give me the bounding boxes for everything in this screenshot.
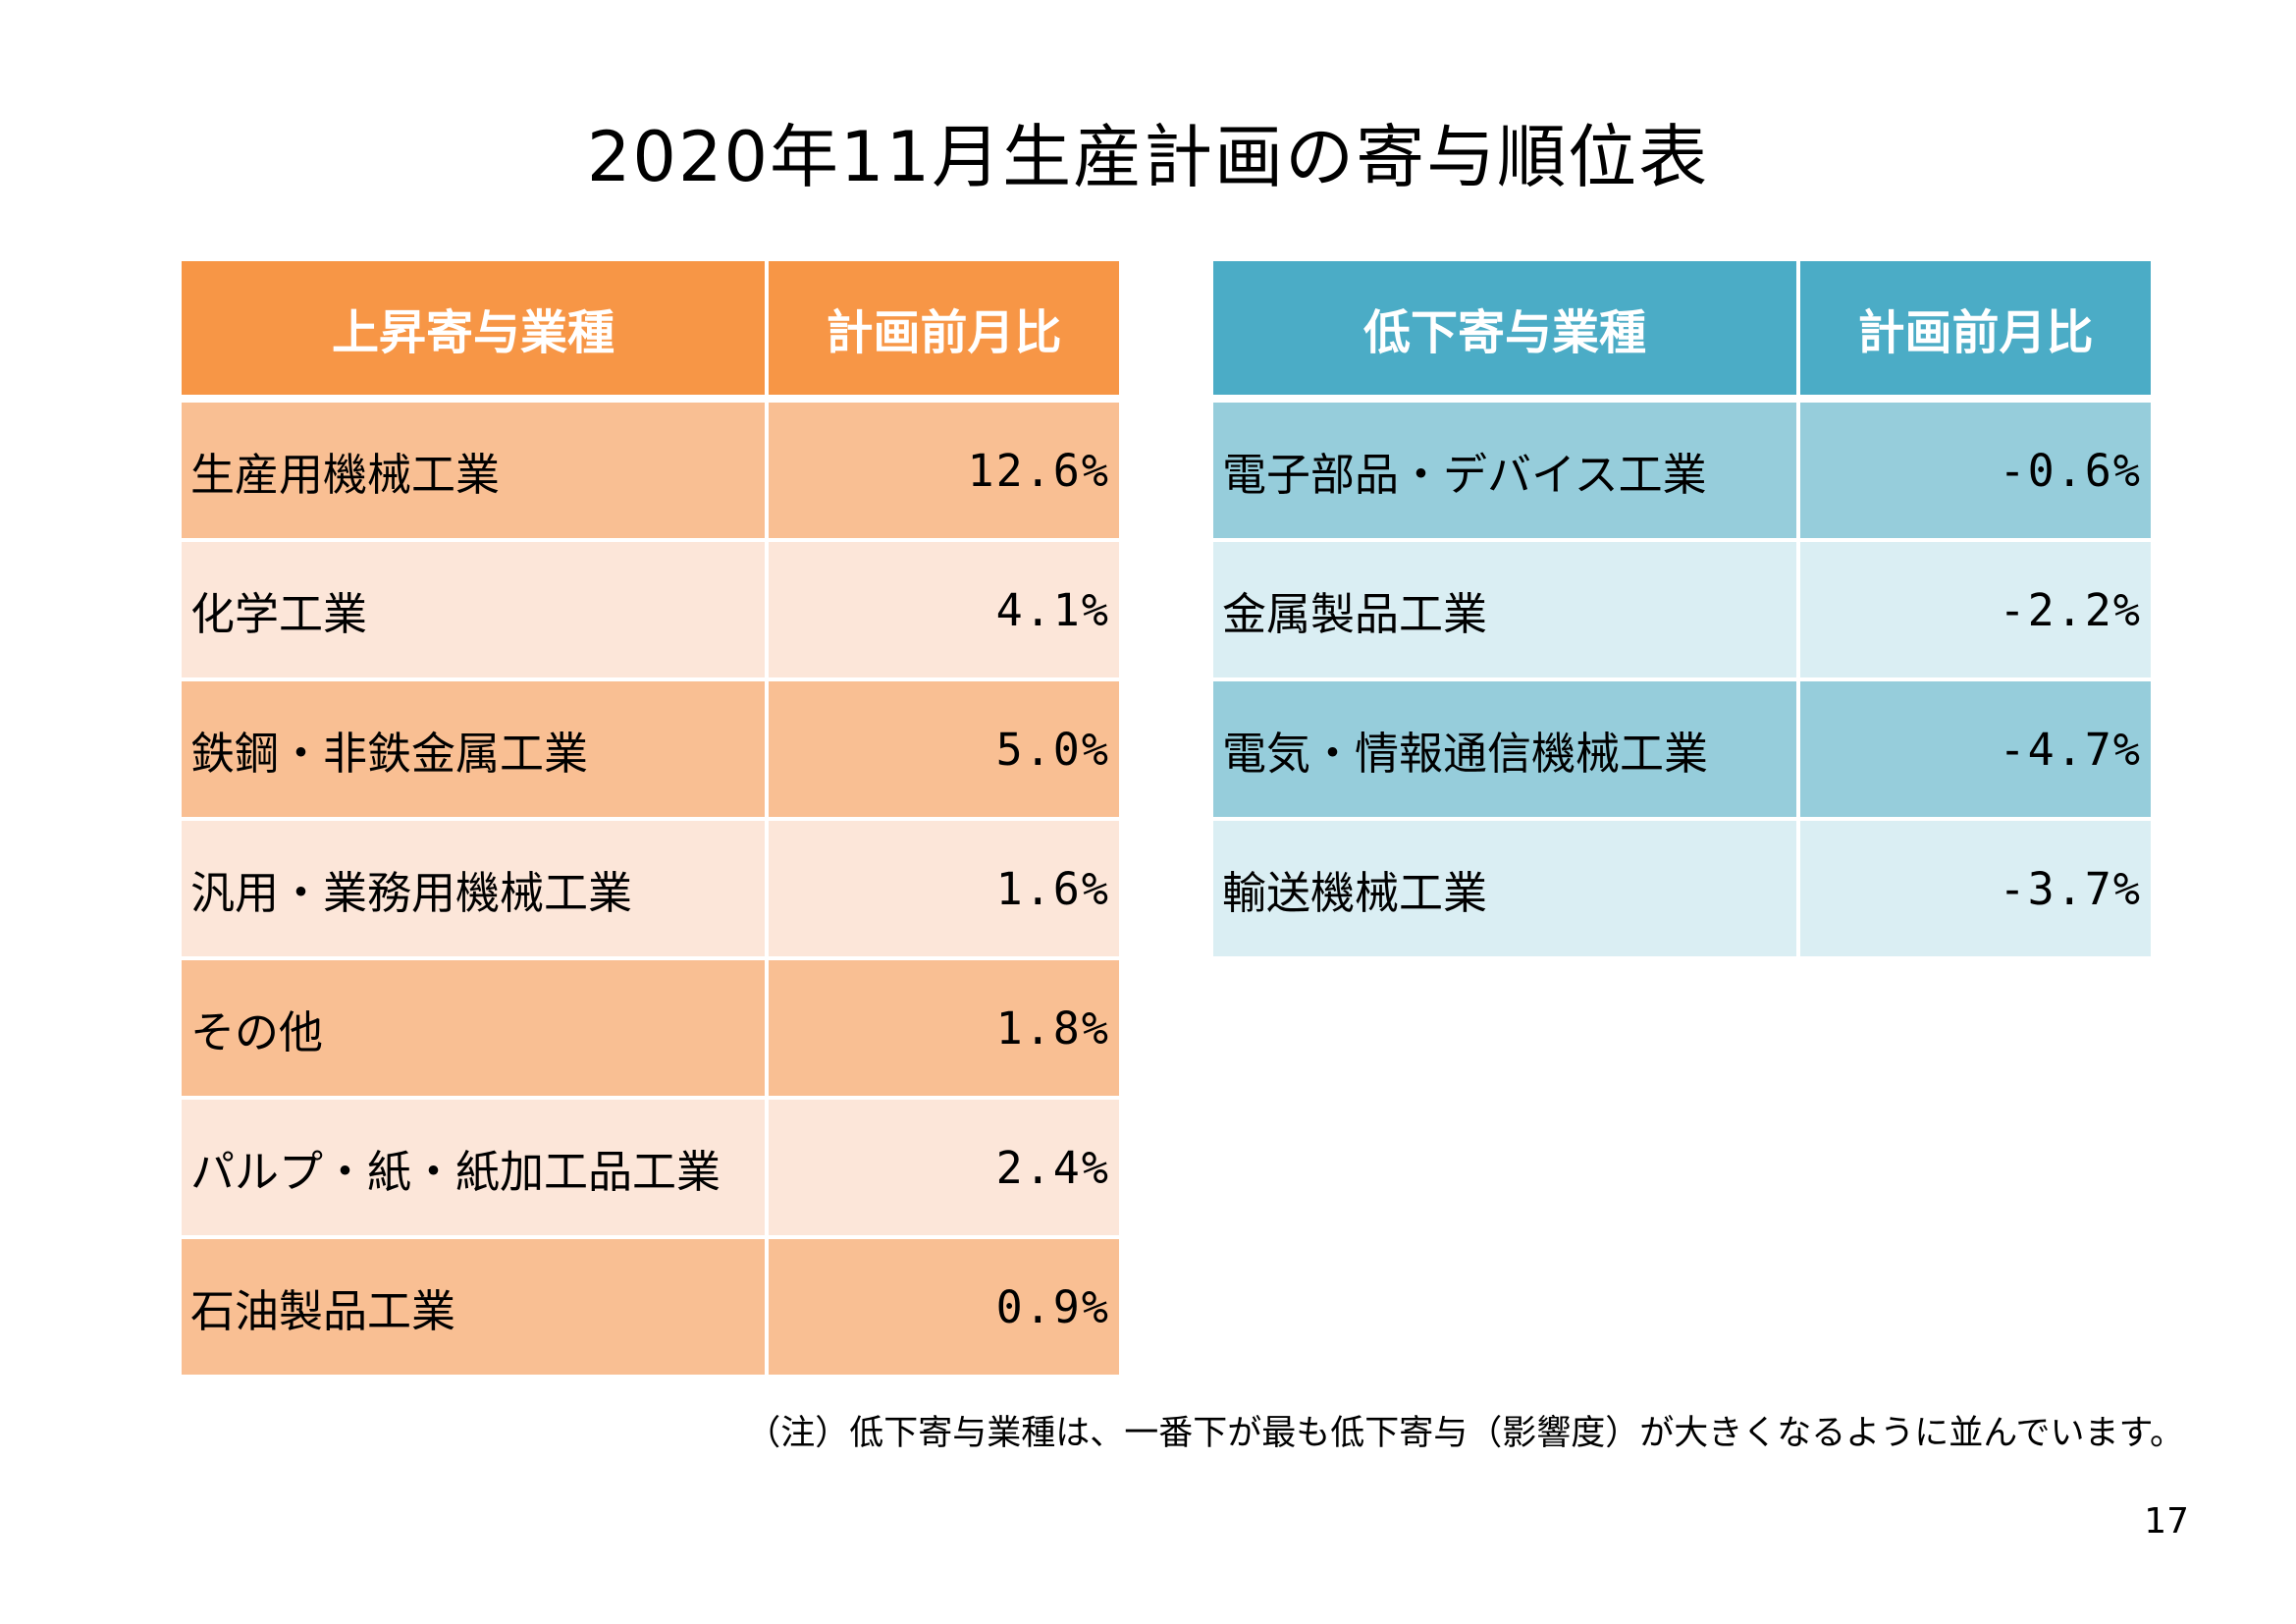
rise-change-cell: 0.9%	[767, 1237, 1119, 1375]
fall-table-header-row: 低下寄与業種 計画前月比	[1213, 261, 2151, 403]
rise-table-row: 鉄鋼・非鉄金属工業 5.0%	[182, 679, 1119, 821]
rise-change-cell: 5.0%	[767, 679, 1119, 821]
page-number: 17	[2144, 1501, 2189, 1542]
fall-change-header: 計画前月比	[1798, 261, 2151, 403]
fall-industry-cell: 電子部品・デバイス工業	[1213, 399, 1800, 542]
fall-change-cell: -4.7%	[1798, 679, 2151, 821]
fall-change-cell: -2.2%	[1798, 540, 2151, 681]
page-title: 2020年11月生産計画の寄与順位表	[586, 117, 1710, 197]
rise-industry-cell: 汎用・業務用機械工業	[182, 819, 769, 960]
fall-change-cell: -3.7%	[1798, 819, 2151, 956]
fall-industry-header: 低下寄与業種	[1213, 261, 1800, 403]
fall-table-row: 輸送機械工業 -3.7%	[1213, 819, 2151, 956]
rise-industry-cell: 生産用機械工業	[182, 399, 769, 542]
rise-table-row: 汎用・業務用機械工業 1.6%	[182, 819, 1119, 960]
rise-industry-cell: その他	[182, 958, 769, 1100]
rise-industry-cell: 石油製品工業	[182, 1237, 769, 1375]
fall-table-row: 金属製品工業 -2.2%	[1213, 540, 2151, 681]
fall-table-row: 電気・情報通信機械工業 -4.7%	[1213, 679, 2151, 821]
rise-table-header-row: 上昇寄与業種 計画前月比	[182, 261, 1119, 403]
rise-change-cell: 4.1%	[767, 540, 1119, 681]
fall-industry-cell: 輸送機械工業	[1213, 819, 1800, 956]
rise-industry-cell: パルプ・紙・紙加工品工業	[182, 1098, 769, 1239]
fall-industry-cell: 金属製品工業	[1213, 540, 1800, 681]
rise-table-body: 生産用機械工業 12.6% 化学工業 4.1% 鉄鋼・非鉄金属工業 5.0% 汎用・業務用機…	[182, 399, 1119, 1375]
rise-industry-cell: 化学工業	[182, 540, 769, 681]
rise-change-cell: 12.6%	[767, 399, 1119, 542]
rise-change-cell: 1.6%	[767, 819, 1119, 960]
rise-contribution-table: 上昇寄与業種 計画前月比 生産用機械工業 12.6% 化学工業 4.1% 鉄鋼・非鉄金属…	[182, 261, 1119, 1375]
fall-contribution-table: 低下寄与業種 計画前月比 電子部品・デバイス工業 -0.6% 金属製品工業 -2.2%…	[1213, 261, 2151, 956]
rise-table-row: 化学工業 4.1%	[182, 540, 1119, 681]
rise-industry-cell: 鉄鋼・非鉄金属工業	[182, 679, 769, 821]
rise-table-row: その他 1.8%	[182, 958, 1119, 1100]
rise-change-cell: 1.8%	[767, 958, 1119, 1100]
rise-change-cell: 2.4%	[767, 1098, 1119, 1239]
rise-table-row: 生産用機械工業 12.6%	[182, 399, 1119, 542]
fall-industry-cell: 電気・情報通信機械工業	[1213, 679, 1800, 821]
rise-change-header: 計画前月比	[767, 261, 1119, 403]
fall-change-cell: -0.6%	[1798, 399, 2151, 542]
footnote: （注）低下寄与業種は、一番下が最も低下寄与（影響度）が大きくなるように並んでいま…	[746, 1414, 2184, 1453]
rise-industry-header: 上昇寄与業種	[182, 261, 769, 403]
rise-table-row: パルプ・紙・紙加工品工業 2.4%	[182, 1098, 1119, 1239]
rise-table-row: 石油製品工業 0.9%	[182, 1237, 1119, 1375]
fall-table-row: 電子部品・デバイス工業 -0.6%	[1213, 399, 2151, 542]
fall-table-body: 電子部品・デバイス工業 -0.6% 金属製品工業 -2.2% 電気・情報通信機械工業 -4…	[1213, 399, 2151, 956]
